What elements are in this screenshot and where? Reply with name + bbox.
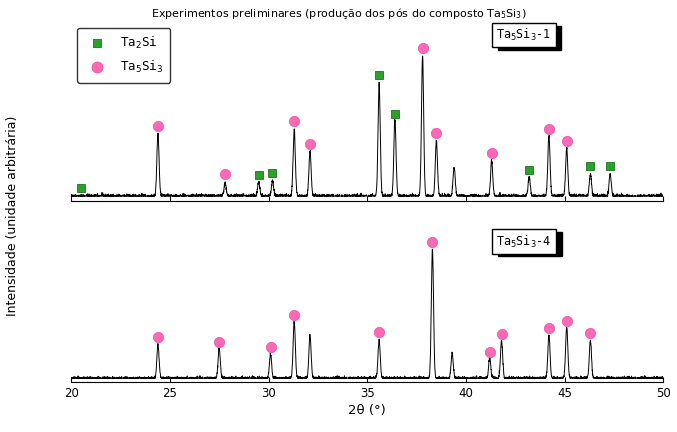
Text: Ta$_5$Si$_3$-4: Ta$_5$Si$_3$-4: [496, 234, 552, 250]
Legend: Ta$_2$Si, Ta$_5$Si$_3$: Ta$_2$Si, Ta$_5$Si$_3$: [77, 28, 171, 83]
Text: Ta$_5$Si$_3$-1: Ta$_5$Si$_3$-1: [502, 30, 557, 46]
Text: Intensidade (unidade arbitrária): Intensidade (unidade arbitrária): [5, 116, 19, 316]
Text: Experimentos preliminares (produção dos pós do composto Ta$_5$Si$_3$): Experimentos preliminares (produção dos …: [151, 6, 526, 22]
Text: Ta$_5$Si$_3$-1: Ta$_5$Si$_3$-1: [496, 27, 552, 43]
Text: Ta$_5$Si$_3$-4: Ta$_5$Si$_3$-4: [502, 236, 558, 252]
X-axis label: 2θ (°): 2θ (°): [349, 404, 386, 417]
